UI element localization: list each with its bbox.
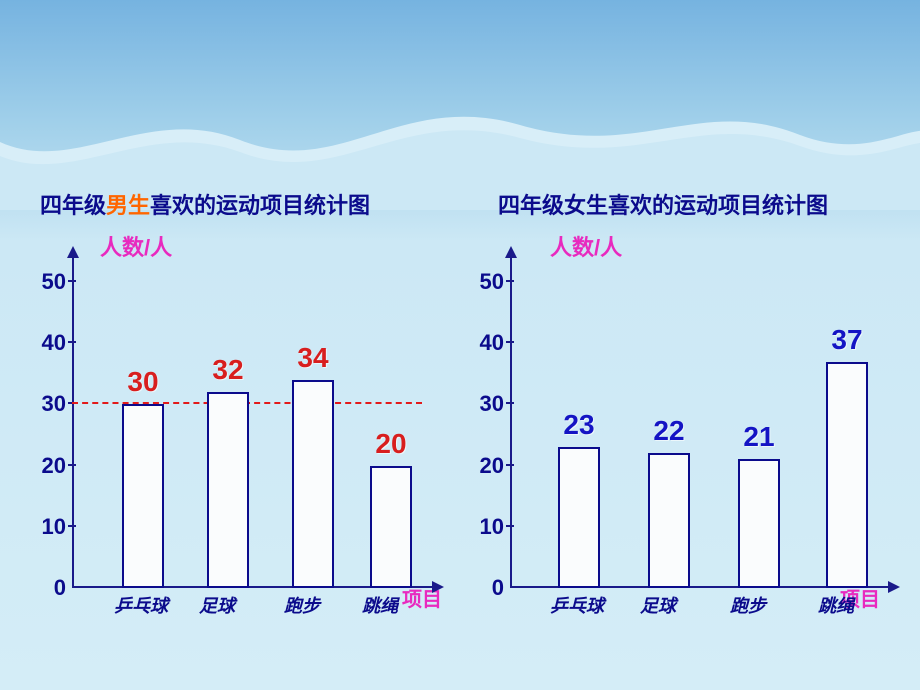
bar	[558, 447, 600, 588]
y-tick-mark	[506, 525, 514, 527]
y-tick-label: 0	[464, 575, 504, 601]
bar-value-label: 30	[113, 366, 173, 398]
category-label: 跑步	[284, 592, 320, 618]
y-tick-mark	[506, 402, 514, 404]
y-tick-mark	[506, 280, 514, 282]
y-tick-mark	[68, 280, 76, 282]
bar-value-label: 20	[361, 428, 421, 460]
y-tick-label: 10	[464, 514, 504, 540]
plot-area: 01020304050 23乒乓球22足球21跑步37跳绳	[510, 258, 890, 588]
y-tick-label: 20	[26, 453, 66, 479]
bar	[207, 392, 249, 588]
bar	[648, 453, 690, 588]
chart-title: 四年级女生喜欢的运动项目统计图	[498, 188, 828, 220]
charts-container: 四年级男生喜欢的运动项目统计图 人数/人 项目 01020304050 30乒乓…	[20, 180, 900, 660]
y-tick-label: 30	[26, 391, 66, 417]
y-tick-mark	[506, 464, 514, 466]
y-tick-label: 50	[26, 269, 66, 295]
bar	[826, 362, 868, 588]
y-axis	[510, 248, 512, 588]
bar	[292, 380, 334, 588]
y-tick-mark	[68, 525, 76, 527]
category-label: 跳绳	[362, 592, 398, 618]
y-tick-mark	[68, 464, 76, 466]
y-axis-arrow	[505, 246, 517, 258]
bar-value-label: 37	[817, 324, 877, 356]
bar-value-label: 32	[198, 354, 258, 386]
title-marker: 男生	[106, 193, 150, 218]
bar	[122, 404, 164, 588]
x-axis-arrow	[432, 581, 444, 593]
category-label: 足球	[640, 592, 676, 618]
category-label: 乒乓球	[114, 592, 168, 618]
bar-value-label: 23	[549, 409, 609, 441]
category-label: 跳绳	[818, 592, 854, 618]
y-tick-label: 40	[26, 330, 66, 356]
category-label: 足球	[199, 592, 235, 618]
y-tick-label: 20	[464, 453, 504, 479]
chart-title: 四年级男生喜欢的运动项目统计图	[40, 188, 370, 220]
y-tick-mark	[68, 341, 76, 343]
y-tick-mark	[506, 341, 514, 343]
y-axis	[72, 248, 74, 588]
girls-chart: 四年级女生喜欢的运动项目统计图 人数/人 项目 01020304050 23乒乓…	[450, 180, 900, 660]
boys-chart: 四年级男生喜欢的运动项目统计图 人数/人 项目 01020304050 30乒乓…	[20, 180, 450, 660]
title-prefix: 四年级	[40, 193, 106, 218]
y-tick-label: 40	[464, 330, 504, 356]
y-axis-arrow	[67, 246, 79, 258]
category-label: 乒乓球	[550, 592, 604, 618]
x-axis-arrow	[888, 581, 900, 593]
category-label: 跑步	[730, 592, 766, 618]
y-tick-label: 30	[464, 391, 504, 417]
y-tick-label: 50	[464, 269, 504, 295]
bar	[370, 466, 412, 588]
plot-area: 01020304050 30乒乓球32足球34跑步20跳绳	[72, 258, 432, 588]
y-tick-label: 10	[26, 514, 66, 540]
bar-value-label: 22	[639, 415, 699, 447]
bar-value-label: 21	[729, 421, 789, 453]
bar	[738, 459, 780, 588]
title-suffix: 喜欢的运动项目统计图	[150, 193, 370, 218]
bar-value-label: 34	[283, 342, 343, 374]
y-tick-label: 0	[26, 575, 66, 601]
